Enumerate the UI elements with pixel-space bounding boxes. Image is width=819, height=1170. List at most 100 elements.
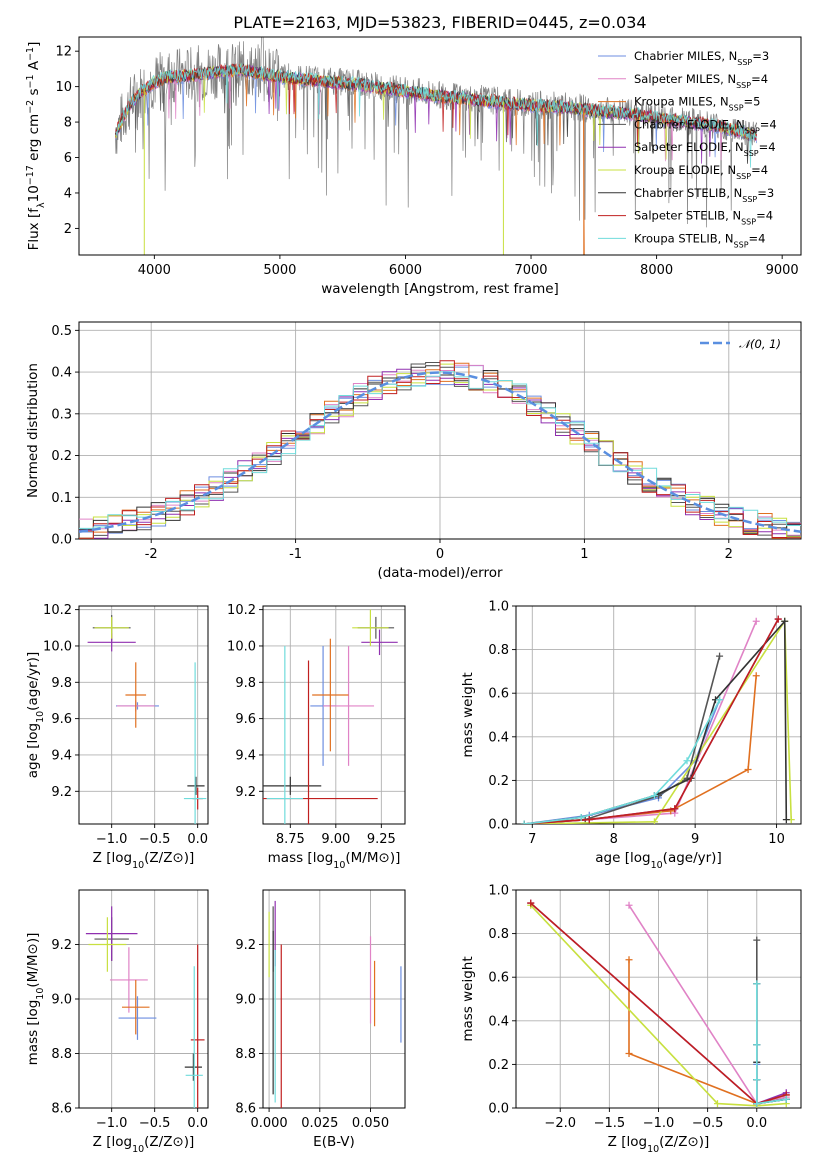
plot-frame <box>78 321 802 540</box>
y-tick-label: 9.6 <box>235 712 256 727</box>
series-marker <box>774 615 782 623</box>
y-tick-label: 0.2 <box>488 1058 509 1073</box>
y-tick-label: 8.8 <box>235 1047 256 1062</box>
histogram-kroupa-stelib <box>79 371 801 529</box>
gaussian-curve <box>79 371 801 533</box>
x-axis-label: Z [log10(Z/Z⊙)] <box>93 850 195 871</box>
x-tick-label: 0.0 <box>187 832 208 847</box>
legend-label: Salpeter STELIB, NSSP=4 <box>634 209 773 227</box>
y-axis-label: mass weight <box>460 672 476 757</box>
y-tick-label: 9.6 <box>51 712 72 727</box>
legend-base: Chabrier MILES, N <box>634 49 737 63</box>
x-axis-label: mass [log10(M/M⊙)] <box>268 850 401 871</box>
legend-label: Chabrier ELODIE, NSSP=4 <box>634 117 777 135</box>
errorbars <box>263 609 398 824</box>
x-axis-label: Z [log10(Z/Z⊙)] <box>608 1134 710 1155</box>
label-part: Normed distribution <box>25 363 41 498</box>
y-tick-label: 10.0 <box>43 639 72 654</box>
panel-mass-vs-Z: −1.0 −0.5 0.08.68.89.09.2Z [log10(Z/Z⊙)]ma… <box>25 889 209 1155</box>
panel-age-vs-Z: −1.0 −0.5 0.09.29.49.69.810.010.2Z [log10(… <box>25 603 209 871</box>
label-part: mass weight <box>460 672 476 757</box>
series-line <box>530 904 787 1107</box>
series-marker <box>752 672 760 680</box>
y-tick-label: 0.6 <box>488 971 509 986</box>
label-part: mass weight <box>460 956 476 1041</box>
y-tick-label: 9.8 <box>235 676 256 691</box>
series-marker <box>625 901 633 909</box>
label-part: Flux [f <box>26 207 42 251</box>
errorbar-kroupa-stelib <box>266 645 304 824</box>
series-kroupa-stelib <box>753 980 790 1108</box>
y-tick-label: 9.4 <box>51 748 72 763</box>
errorbar-salpeter-miles <box>109 947 148 1013</box>
y-tick-label: 9.0 <box>235 993 256 1008</box>
label-part: log <box>626 1134 647 1150</box>
x-tick-label: 0.000 <box>250 1116 287 1131</box>
label-part: E(B-V) <box>313 1134 355 1150</box>
plot-frame <box>262 889 406 1109</box>
series-marker <box>744 766 752 773</box>
legend-base: Kroupa ELODIE, N <box>634 163 736 177</box>
legend-tail: =5 <box>744 95 761 109</box>
legend-sub: SSP <box>744 149 759 158</box>
label-part: log <box>25 723 41 744</box>
y-tick-label: 10.2 <box>227 603 256 618</box>
y-tick-label: 2 <box>64 222 72 237</box>
label-part: age [ <box>595 850 630 866</box>
x-tick-label: 4000 <box>138 263 171 278</box>
label-part: (M/M⊙)] <box>345 850 400 866</box>
plot-frame <box>515 605 802 825</box>
x-tick-label: 2 <box>725 547 733 562</box>
y-tick-label: 0.5 <box>51 324 72 339</box>
y-tick-label: 10.0 <box>227 639 256 654</box>
x-tick-label: 8 <box>610 832 618 847</box>
x-axis-label: (data-model)/error <box>377 565 503 581</box>
histograms <box>79 360 801 539</box>
errorbar-kroupa-miles <box>122 979 150 1035</box>
label-part: −17 <box>25 165 36 185</box>
x-tick-label: 0.050 <box>352 1116 389 1131</box>
series-marker <box>716 696 724 704</box>
y-tick-label: 8 <box>64 116 72 131</box>
y-tick-label: 8.6 <box>235 1102 256 1117</box>
plot-frame <box>78 36 802 256</box>
panel-age-vs-mass: 8.75 9.00 9.25 9.2 9.4 9.6 9.8 10.0 10.2 mass [lo… <box>227 603 406 871</box>
series-marker <box>577 813 585 821</box>
label-part: Z [ <box>608 1134 627 1150</box>
y-axis-label: age [log10(age/yr)] <box>25 652 46 778</box>
legend-sub: SSP <box>729 103 744 112</box>
legend-sub: SSP <box>742 194 757 203</box>
label-part: 10 <box>35 711 46 723</box>
model-spectrum-kroupa-stelib <box>115 62 757 168</box>
legend-label: Kroupa ELODIE, NSSP=4 <box>634 163 768 181</box>
y-tick-label: 9.2 <box>51 785 72 800</box>
x-tick-label: 8.75 <box>276 832 305 847</box>
x-tick-label: -1 <box>289 547 302 562</box>
errorbar-kroupa-stelib <box>183 662 207 824</box>
label-part: 10 <box>35 988 46 1000</box>
y-tick-label: 9.2 <box>235 785 256 800</box>
errorbar-chabrier-stelib <box>187 776 205 795</box>
series-kroupa-stelib <box>520 696 724 824</box>
series-marker <box>683 757 691 765</box>
legend-label: Salpeter MILES, NSSP=4 <box>634 72 768 90</box>
y-tick-label: 0.4 <box>488 730 509 745</box>
x-tick-label: 10 <box>768 832 785 847</box>
errorbars <box>87 615 207 824</box>
label-part: ] <box>26 42 42 47</box>
series-marker <box>585 816 593 824</box>
x-tick-label: 0.025 <box>301 1116 338 1131</box>
errorbars <box>85 906 205 1108</box>
y-axis-label: Flux [fλ10−17 erg cm−2 s−1 A−1] <box>25 42 47 251</box>
y-tick-label: 0.8 <box>488 643 509 658</box>
series-marker <box>650 792 658 800</box>
y-tick-label: 8.8 <box>51 1047 72 1062</box>
plot-frame <box>78 889 209 1109</box>
series-marker <box>520 820 528 824</box>
label-part: s <box>26 88 42 99</box>
panel-residuals: -2 -1 0 1 2 0.0 0.1 0.2 0.3 0.4 0.5 (data-model)/er… <box>25 321 802 581</box>
legend-sub: SSP <box>737 58 752 67</box>
series-marker <box>625 1050 633 1057</box>
